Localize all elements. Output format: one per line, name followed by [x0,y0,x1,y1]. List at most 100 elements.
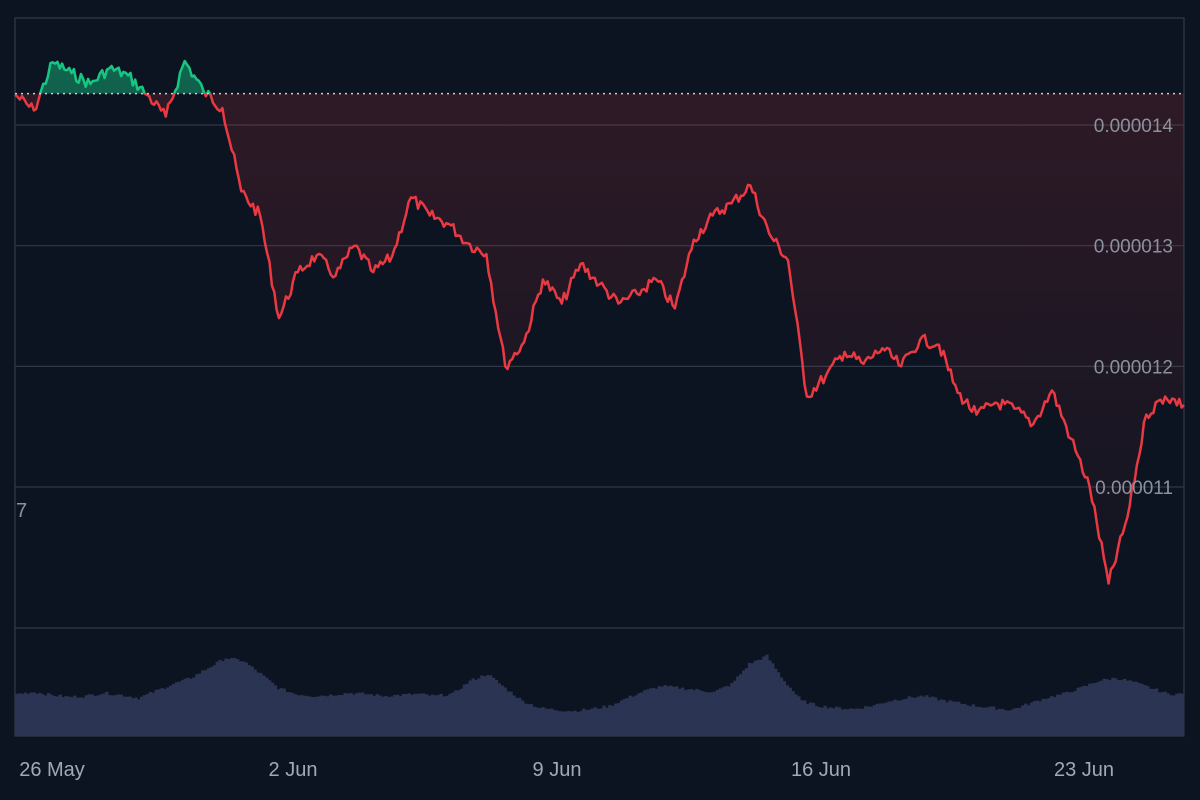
x-tick-label: 16 Jun [791,759,851,781]
volume-bar [302,695,307,736]
volume-bar [189,678,193,736]
volume-bar [811,702,816,736]
volume-bar [369,694,374,736]
volume-bar [489,675,493,736]
volume-bar [209,667,214,736]
volume-bar [1047,698,1051,736]
volume-bar [465,683,470,736]
volume-bar [986,707,990,736]
volume-bar [753,660,757,736]
volume-bar [1061,692,1066,736]
volume-bar [965,705,970,736]
volume-bar [648,688,653,736]
volume-bar [701,691,705,736]
x-tick-label: 23 Jun [1054,759,1114,781]
volume-bar [180,680,185,736]
volume-bar [646,689,650,736]
volume-bar [936,700,941,736]
volume-bar [41,694,45,736]
volume-bar [337,695,342,736]
volume-bar [427,695,432,736]
volume-bar [206,668,211,736]
volume-bar [561,711,566,736]
volume-bar [224,658,228,736]
volume-bar [265,677,269,736]
volume-bar [1088,683,1092,736]
volume-bar [808,702,813,736]
volume-bar [974,706,978,736]
volume-bar [843,709,848,736]
volume-bar [948,700,952,736]
volume-bar [1149,688,1153,736]
volume-bar [378,695,382,736]
volume-bar [282,688,286,736]
volume-bar [736,676,740,736]
price-line-below-baseline [14,93,1185,585]
volume-bar [631,696,635,736]
volume-bar [820,707,824,736]
volume-bar [538,708,542,736]
volume-bar [794,694,798,736]
volume-bar [945,702,949,736]
volume-bar [61,697,65,736]
volume-bar [771,663,775,736]
volume-bar [500,685,504,736]
volume-bar [90,694,94,736]
volume-bar [590,708,595,736]
volume-bar [939,699,944,736]
volume-bar [692,690,696,736]
volume-bar [1056,694,1060,736]
volume-bar [285,692,289,736]
y-axis-ticks: 0.000014 0.000013 0.000012 0.000011 [1094,116,1174,499]
volume-bar [262,675,266,736]
volume-bar [471,678,475,736]
volume-bar [273,685,278,736]
volume-bar [1041,698,1045,736]
volume-bar [1000,708,1005,736]
volume-bar [201,670,205,736]
volume-bar [660,686,664,736]
volume-bar [407,693,411,736]
volume-bar [204,670,208,736]
volume-bar [875,703,880,736]
volume-bar [227,659,231,736]
volume-bar [910,697,914,736]
volume-bar [509,691,513,736]
volume-bar [858,708,862,736]
volume-bar [817,707,821,736]
volume-bar [971,704,976,736]
volume-bar [311,697,315,736]
volume-bar [823,705,827,736]
volume-bar [1122,678,1127,736]
volume-bar [643,690,647,736]
volume-bars [15,654,1185,736]
volume-bar [1038,701,1042,736]
volume-bar [44,695,48,736]
volume-bar [669,685,673,736]
volume-bar [1026,705,1031,736]
volume-bar [564,711,568,736]
volume-bar [308,696,313,736]
volume-bar [305,696,310,736]
volume-bar [957,701,961,736]
volume-bar [640,692,644,736]
volume-bar [145,693,150,736]
volume-bar [1021,705,1025,736]
volume-bar [17,693,22,736]
volume-bar [1082,685,1086,736]
volume-bar [244,662,249,736]
volume-bar [550,708,554,736]
volume-bar [425,694,429,736]
volume-bar [116,694,121,736]
volume-bar [20,693,25,736]
volume-bar [372,696,376,736]
volume-bar [497,683,502,736]
volume-bar [1157,692,1162,736]
volume-bar [390,696,394,736]
volume-bar [651,687,656,736]
volume-bar [779,677,784,736]
volume-bar [384,695,388,736]
volume-bar [532,706,536,736]
volume-bar [890,701,894,736]
volume-bar [163,688,167,736]
